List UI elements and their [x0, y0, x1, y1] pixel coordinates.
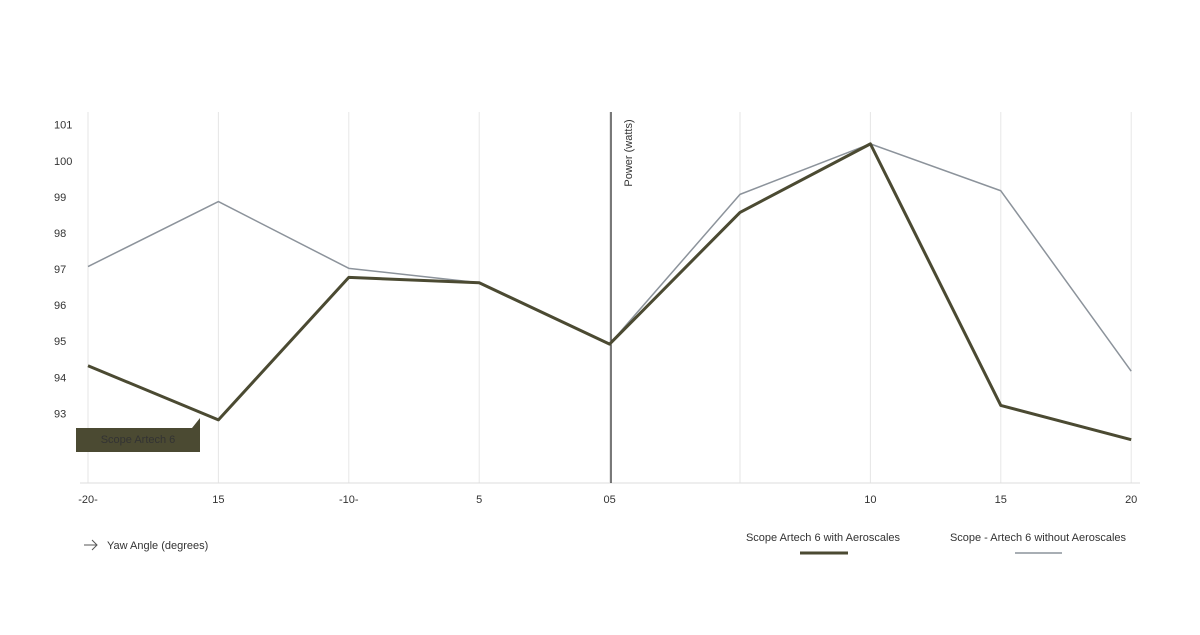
legend-label: Scope Artech 6 with Aeroscales: [746, 532, 901, 544]
y-tick-label: 100: [54, 156, 72, 168]
x-tick-label: 5: [476, 494, 482, 506]
y-tick-label: 98: [54, 228, 66, 240]
x-tick-label: 10: [864, 494, 876, 506]
y-tick-label: 93: [54, 408, 66, 420]
x-tick-label: 20: [1125, 494, 1137, 506]
x-tick-label: 15: [995, 494, 1007, 506]
y-tick-label: 99: [54, 192, 66, 204]
x-axis-label: Yaw Angle (degrees): [107, 540, 208, 552]
annotation-box: [76, 418, 200, 452]
y-tick-label: 101: [54, 120, 72, 132]
y-tick-label: 97: [54, 264, 66, 276]
x-tick-label: 05: [603, 494, 615, 506]
annotation: Scope Artech 6: [101, 434, 176, 446]
y-tick-label: 96: [54, 300, 66, 312]
y-tick-label: 94: [54, 372, 66, 384]
arrow-icon: [84, 539, 98, 551]
x-tick-label: -10-: [339, 494, 359, 506]
y-axis-label: Power (watts): [623, 119, 635, 186]
y-tick-label: 95: [54, 336, 66, 348]
x-tick-label: -20-: [78, 494, 98, 506]
legend-label: Scope - Artech 6 without Aeroscales: [950, 532, 1127, 544]
series-line: [87, 142, 1132, 442]
x-tick-label: 15: [212, 494, 224, 506]
